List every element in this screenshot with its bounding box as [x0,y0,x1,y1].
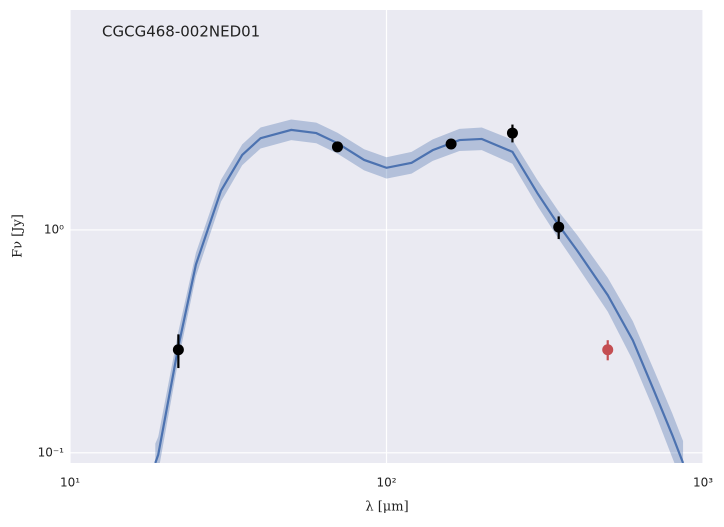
x-tick-label: 10² [376,476,396,490]
data-point [553,221,565,233]
annotation: CGCG468-002NED01 [102,23,260,41]
x-tick-label: 10¹ [60,476,80,490]
data-point [445,138,457,150]
uncertainty-band [155,119,684,463]
y-tick-label: 10⁻¹ [38,445,65,459]
data-point [602,344,614,356]
y-tick-label: 10⁰ [44,222,64,236]
data-point [172,344,184,356]
model-line [154,128,685,463]
data-point [331,141,343,153]
y-axis-label: Fν [Jy] [11,214,26,258]
data-point [506,127,518,139]
x-axis-label: λ [μm] [365,500,408,515]
x-tick-label: 10³ [693,476,713,490]
